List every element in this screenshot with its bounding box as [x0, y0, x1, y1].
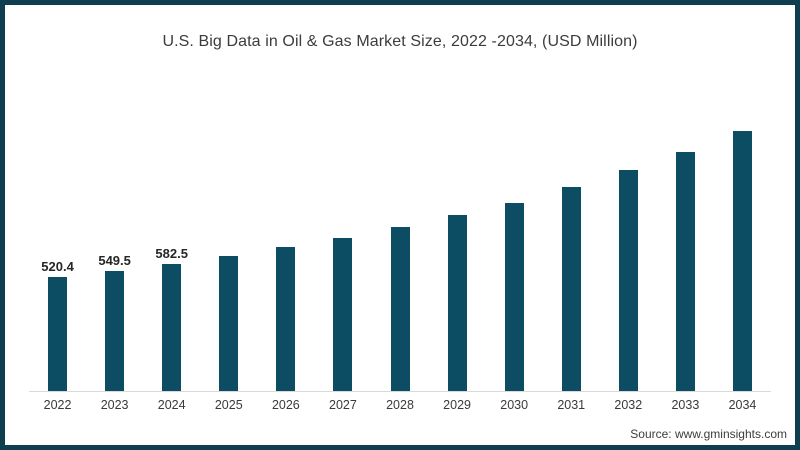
bar-column — [714, 131, 771, 391]
bar — [447, 215, 467, 391]
x-axis-label: 2023 — [100, 398, 129, 412]
bar — [333, 238, 353, 391]
bars-container: 520.4 549.5 582.5 — [29, 91, 771, 391]
bar-value-label: 549.5 — [98, 253, 131, 268]
bar — [618, 170, 638, 391]
bar — [276, 247, 296, 391]
x-axis-label: 2029 — [443, 398, 471, 412]
x-axis-label: 2026 — [271, 398, 300, 412]
bar-column: 520.4 — [29, 260, 86, 391]
bar — [219, 256, 239, 391]
x-axis-label: 2022 — [43, 398, 72, 412]
plot-area: 520.4 549.5 582.5 2022 2023 2024 2025 2026 2027… — [29, 5, 771, 445]
bar — [105, 271, 125, 391]
bar-value-label: 582.5 — [155, 246, 188, 261]
bar-column — [600, 170, 657, 391]
x-axis-label: 2034 — [728, 398, 757, 412]
bar — [48, 277, 68, 391]
bar-value-label: 520.4 — [41, 259, 74, 274]
bar-column — [257, 247, 314, 391]
bar-column — [314, 238, 371, 391]
bar — [390, 227, 410, 391]
bar-column — [371, 227, 428, 391]
bar-column — [429, 215, 486, 391]
chart-title: U.S. Big Data in Oil & Gas Market Size, … — [162, 33, 638, 50]
x-axis-label: 2031 — [557, 398, 586, 412]
x-axis-label: 2030 — [500, 398, 529, 412]
bar-column — [543, 187, 600, 391]
x-axis-labels: 2022 2023 2024 2025 2026 2027 2028 2029 2030 2031… — [29, 398, 771, 412]
x-axis-label: 2024 — [157, 398, 186, 412]
bar — [732, 131, 752, 391]
x-axis-line — [29, 391, 771, 392]
bar — [561, 187, 581, 391]
bar — [504, 203, 524, 391]
bar-column: 549.5 — [86, 254, 143, 391]
x-axis-label: 2028 — [386, 398, 414, 412]
bar-column — [657, 152, 714, 391]
bar-column: 582.5 — [143, 247, 200, 391]
x-axis-label: 2025 — [214, 398, 243, 412]
bar — [162, 264, 182, 391]
bar-column — [486, 203, 543, 391]
x-axis-label: 2027 — [329, 398, 357, 412]
x-axis-label: 2032 — [614, 398, 643, 412]
bar — [675, 152, 695, 391]
source-attribution: Source: www.gminsights.com — [630, 427, 787, 441]
x-axis-label: 2033 — [671, 398, 700, 412]
bar-column — [200, 256, 257, 391]
